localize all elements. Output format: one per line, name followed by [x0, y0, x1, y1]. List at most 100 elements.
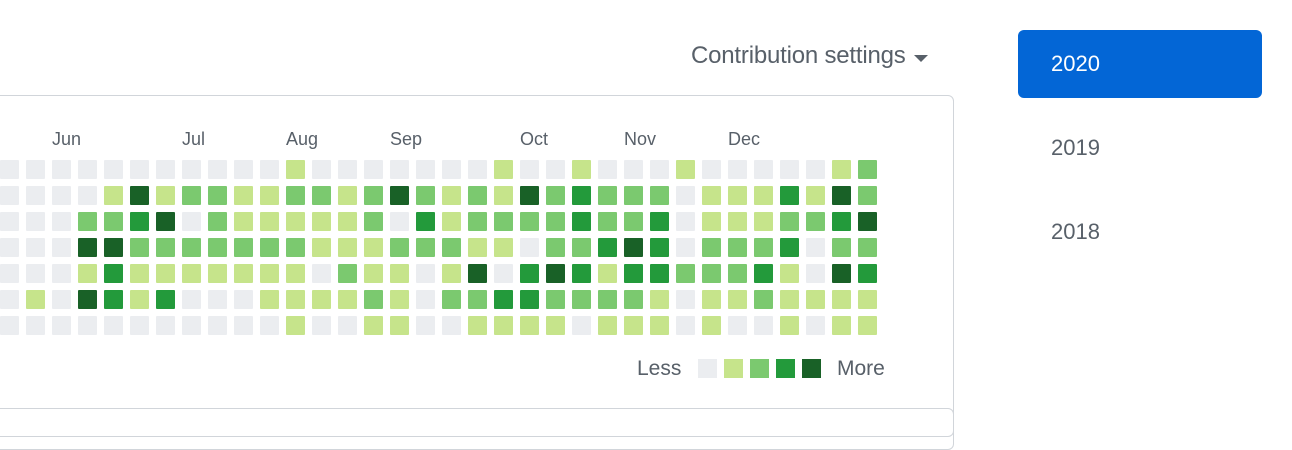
contribution-day[interactable]	[754, 212, 773, 231]
contribution-day[interactable]	[754, 316, 773, 335]
contribution-day[interactable]	[26, 186, 45, 205]
contribution-day[interactable]	[364, 212, 383, 231]
contribution-day[interactable]	[546, 264, 565, 283]
contribution-day[interactable]	[702, 264, 721, 283]
contribution-day[interactable]	[806, 160, 825, 179]
contribution-day[interactable]	[702, 290, 721, 309]
contribution-day[interactable]	[832, 238, 851, 257]
contribution-day[interactable]	[208, 316, 227, 335]
contribution-day[interactable]	[572, 212, 591, 231]
contribution-day[interactable]	[0, 264, 19, 283]
contribution-day[interactable]	[52, 290, 71, 309]
contribution-day[interactable]	[832, 186, 851, 205]
contribution-day[interactable]	[182, 212, 201, 231]
contribution-day[interactable]	[130, 264, 149, 283]
contribution-day[interactable]	[728, 160, 747, 179]
contribution-day[interactable]	[494, 212, 513, 231]
contribution-day[interactable]	[442, 316, 461, 335]
contribution-day[interactable]	[130, 238, 149, 257]
contribution-day[interactable]	[286, 316, 305, 335]
contribution-day[interactable]	[338, 238, 357, 257]
contribution-day[interactable]	[624, 316, 643, 335]
contribution-day[interactable]	[676, 212, 695, 231]
contribution-day[interactable]	[234, 186, 253, 205]
contribution-day[interactable]	[650, 160, 669, 179]
contribution-day[interactable]	[0, 290, 19, 309]
contribution-day[interactable]	[390, 186, 409, 205]
contribution-day[interactable]	[650, 186, 669, 205]
contribution-day[interactable]	[364, 264, 383, 283]
contribution-day[interactable]	[780, 238, 799, 257]
contribution-day[interactable]	[676, 238, 695, 257]
contribution-day[interactable]	[286, 160, 305, 179]
contribution-day[interactable]	[442, 238, 461, 257]
contribution-day[interactable]	[52, 264, 71, 283]
contribution-day[interactable]	[572, 238, 591, 257]
contribution-day[interactable]	[598, 316, 617, 335]
contribution-day[interactable]	[728, 186, 747, 205]
contribution-day[interactable]	[156, 264, 175, 283]
contribution-day[interactable]	[26, 160, 45, 179]
contribution-day[interactable]	[598, 238, 617, 257]
contribution-day[interactable]	[728, 290, 747, 309]
contribution-day[interactable]	[858, 290, 877, 309]
contribution-day[interactable]	[702, 212, 721, 231]
contribution-day[interactable]	[806, 186, 825, 205]
contribution-day[interactable]	[390, 160, 409, 179]
contribution-day[interactable]	[832, 160, 851, 179]
contribution-day[interactable]	[286, 264, 305, 283]
contribution-day[interactable]	[130, 212, 149, 231]
contribution-day[interactable]	[780, 264, 799, 283]
contribution-day[interactable]	[754, 264, 773, 283]
contribution-day[interactable]	[598, 264, 617, 283]
contribution-day[interactable]	[702, 186, 721, 205]
contribution-day[interactable]	[312, 316, 331, 335]
contribution-day[interactable]	[754, 160, 773, 179]
contribution-day[interactable]	[156, 186, 175, 205]
contribution-day[interactable]	[572, 264, 591, 283]
contribution-day[interactable]	[208, 290, 227, 309]
contribution-day[interactable]	[728, 238, 747, 257]
contribution-day[interactable]	[286, 290, 305, 309]
contribution-day[interactable]	[676, 186, 695, 205]
contribution-day[interactable]	[858, 238, 877, 257]
contribution-day[interactable]	[546, 316, 565, 335]
contribution-day[interactable]	[0, 186, 19, 205]
contribution-day[interactable]	[806, 238, 825, 257]
contribution-day[interactable]	[0, 238, 19, 257]
contribution-day[interactable]	[312, 212, 331, 231]
contribution-day[interactable]	[338, 316, 357, 335]
contribution-day[interactable]	[572, 186, 591, 205]
contribution-day[interactable]	[78, 238, 97, 257]
contribution-day[interactable]	[182, 290, 201, 309]
contribution-day[interactable]	[598, 212, 617, 231]
contribution-day[interactable]	[390, 264, 409, 283]
contribution-day[interactable]	[338, 264, 357, 283]
contribution-day[interactable]	[468, 212, 487, 231]
contribution-day[interactable]	[676, 264, 695, 283]
contribution-day[interactable]	[208, 264, 227, 283]
contribution-day[interactable]	[624, 212, 643, 231]
contribution-day[interactable]	[520, 212, 539, 231]
contribution-day[interactable]	[468, 290, 487, 309]
contribution-day[interactable]	[156, 290, 175, 309]
contribution-day[interactable]	[624, 238, 643, 257]
contribution-day[interactable]	[208, 186, 227, 205]
contribution-day[interactable]	[468, 186, 487, 205]
contribution-day[interactable]	[364, 160, 383, 179]
contribution-day[interactable]	[286, 186, 305, 205]
contribution-day[interactable]	[650, 212, 669, 231]
contribution-day[interactable]	[130, 316, 149, 335]
contribution-day[interactable]	[572, 160, 591, 179]
contribution-day[interactable]	[728, 316, 747, 335]
contribution-day[interactable]	[286, 238, 305, 257]
contribution-day[interactable]	[468, 238, 487, 257]
contribution-day[interactable]	[572, 316, 591, 335]
contribution-day[interactable]	[26, 316, 45, 335]
contribution-day[interactable]	[182, 186, 201, 205]
contribution-day[interactable]	[78, 212, 97, 231]
contribution-day[interactable]	[182, 238, 201, 257]
contribution-day[interactable]	[858, 316, 877, 335]
contribution-day[interactable]	[104, 186, 123, 205]
contribution-day[interactable]	[442, 186, 461, 205]
